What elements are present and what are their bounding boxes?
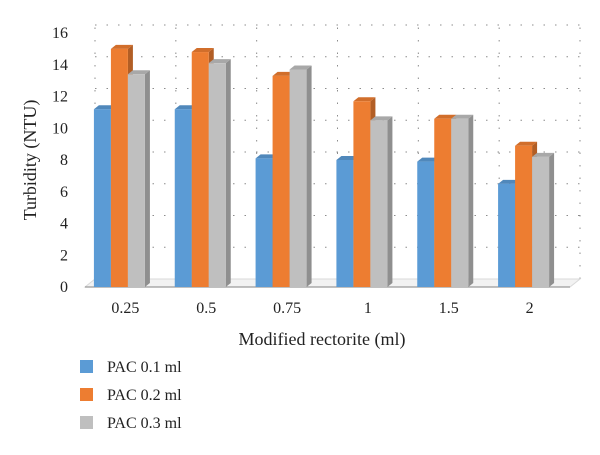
bar-top bbox=[336, 156, 359, 160]
bar bbox=[208, 59, 231, 287]
bar-front bbox=[417, 161, 435, 287]
bar-top bbox=[434, 114, 457, 119]
x-tick-label: 1.5 bbox=[439, 300, 459, 317]
y-tick-label: 8 bbox=[60, 152, 68, 169]
bar-front bbox=[370, 120, 388, 287]
bars bbox=[93, 44, 555, 288]
y-tick-label: 0 bbox=[60, 279, 68, 296]
legend-swatch bbox=[80, 360, 93, 373]
bar-side bbox=[387, 116, 393, 287]
bar-top bbox=[353, 97, 376, 102]
legend-item: PAC 0.1 ml bbox=[80, 359, 182, 376]
bar-side bbox=[144, 70, 150, 288]
legend-label: PAC 0.3 ml bbox=[107, 415, 182, 432]
bar-top bbox=[532, 152, 555, 157]
bar-top bbox=[289, 65, 312, 70]
y-tick-label: 14 bbox=[52, 57, 68, 74]
y-tick-label: 16 bbox=[52, 25, 68, 42]
bar-front bbox=[515, 145, 533, 287]
bar-side bbox=[468, 114, 474, 287]
x-axis-title: Modified rectorite (ml) bbox=[239, 329, 406, 350]
y-tick-label: 12 bbox=[52, 89, 68, 106]
y-axis-title: Turbidity (NTU) bbox=[20, 100, 41, 221]
bar-top bbox=[93, 105, 116, 110]
bar-front bbox=[532, 156, 550, 287]
bar bbox=[451, 114, 474, 287]
bar bbox=[289, 65, 312, 287]
bar-front bbox=[498, 183, 516, 287]
bar-front bbox=[110, 48, 128, 287]
x-tick-label: 0.75 bbox=[273, 300, 301, 317]
bar-top bbox=[370, 116, 393, 121]
y-tick-label: 2 bbox=[60, 247, 68, 264]
bar-top bbox=[255, 154, 278, 159]
y-tick-label: 4 bbox=[60, 216, 68, 233]
y-tick-label: 6 bbox=[60, 184, 68, 201]
x-tick-label: 0.5 bbox=[196, 300, 216, 317]
bar bbox=[370, 116, 393, 287]
bar-top bbox=[417, 157, 440, 162]
bar-top bbox=[110, 44, 133, 49]
bar-top bbox=[515, 141, 538, 146]
y-tick-label: 10 bbox=[52, 120, 68, 137]
bar-top bbox=[451, 114, 474, 119]
bar-front bbox=[174, 109, 192, 287]
bar-top bbox=[127, 70, 150, 75]
bar-top bbox=[208, 59, 231, 64]
bar-front bbox=[289, 69, 307, 287]
bar-front bbox=[336, 160, 354, 287]
x-tick-label: 2 bbox=[526, 300, 534, 317]
bar-side bbox=[225, 59, 231, 287]
bar-front bbox=[191, 52, 209, 287]
bar-front bbox=[451, 118, 469, 287]
legend-label: PAC 0.2 ml bbox=[107, 387, 182, 404]
bar-front bbox=[272, 75, 290, 287]
bar-front bbox=[208, 63, 226, 287]
legend: PAC 0.1 ml PAC 0.2 ml PAC 0.3 ml bbox=[80, 359, 182, 432]
bar-front bbox=[255, 158, 273, 287]
bar-front bbox=[93, 109, 111, 287]
bar-top bbox=[174, 105, 197, 110]
bar-top bbox=[498, 179, 521, 184]
legend-item: PAC 0.3 ml bbox=[80, 415, 182, 432]
bar-side bbox=[549, 152, 555, 287]
bar-front bbox=[434, 118, 452, 287]
bar-front bbox=[353, 101, 371, 287]
legend-item: PAC 0.2 ml bbox=[80, 387, 182, 404]
legend-swatch bbox=[80, 416, 93, 429]
bar bbox=[127, 70, 150, 288]
legend-label: PAC 0.1 ml bbox=[107, 359, 182, 376]
tick-labels: 0 2 4 6 8 10 12 14 16 0.25 0.5 0.75 1 1.5 2 bbox=[52, 25, 534, 317]
x-tick-label: 0.25 bbox=[111, 300, 139, 317]
legend-swatch bbox=[80, 388, 93, 401]
x-tick-label: 1 bbox=[364, 300, 372, 317]
bar-top bbox=[272, 71, 295, 76]
bar-side bbox=[306, 65, 312, 287]
bar-top bbox=[191, 48, 214, 53]
bar bbox=[532, 152, 555, 287]
bar-front bbox=[127, 74, 145, 288]
